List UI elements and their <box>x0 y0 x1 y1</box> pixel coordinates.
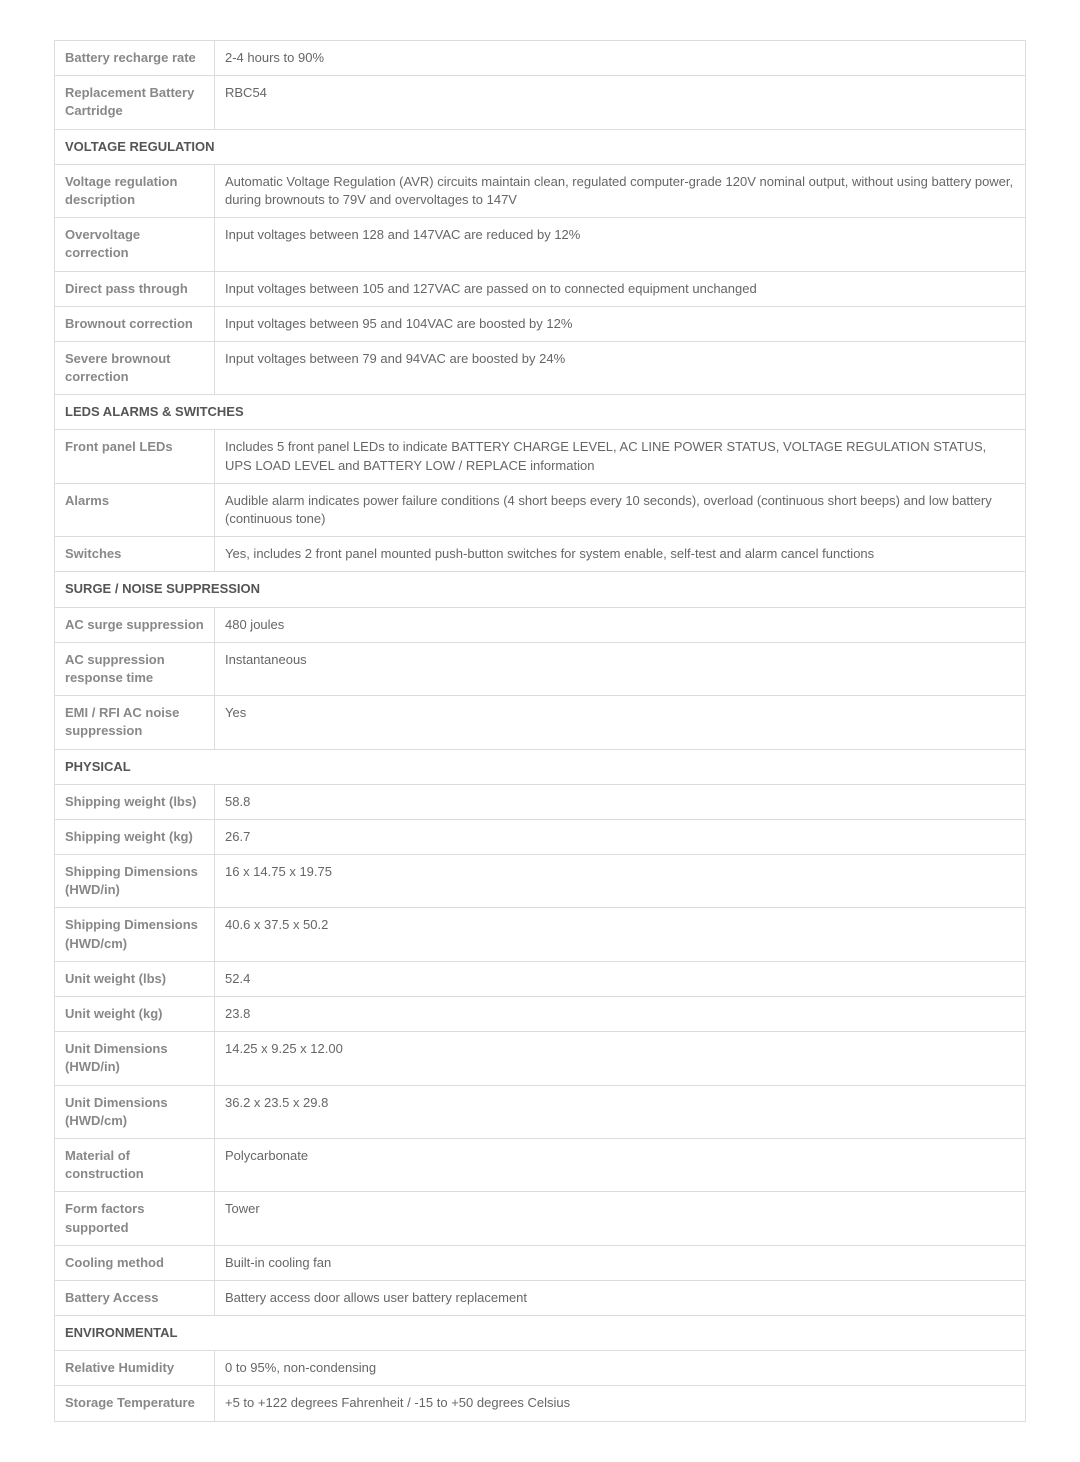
spec-value: 23.8 <box>215 997 1026 1032</box>
spec-label: Unit Dimensions (HWD/cm) <box>55 1085 215 1138</box>
spec-label: Battery recharge rate <box>55 41 215 76</box>
spec-value: Instantaneous <box>215 642 1026 695</box>
table-row: Overvoltage correctionInput voltages bet… <box>55 218 1026 271</box>
spec-label: Unit weight (lbs) <box>55 961 215 996</box>
table-row: Unit weight (kg)23.8 <box>55 997 1026 1032</box>
spec-label: Shipping Dimensions (HWD/cm) <box>55 908 215 961</box>
spec-label: Severe brownout correction <box>55 341 215 394</box>
table-row: Unit Dimensions (HWD/cm)36.2 x 23.5 x 29… <box>55 1085 1026 1138</box>
spec-value: +5 to +122 degrees Fahrenheit / -15 to +… <box>215 1386 1026 1421</box>
section-header: ENVIRONMENTAL <box>55 1316 1026 1351</box>
spec-label: Unit Dimensions (HWD/in) <box>55 1032 215 1085</box>
spec-value: 58.8 <box>215 784 1026 819</box>
spec-label: Direct pass through <box>55 271 215 306</box>
spec-value: 40.6 x 37.5 x 50.2 <box>215 908 1026 961</box>
spec-value: Battery access door allows user battery … <box>215 1280 1026 1315</box>
spec-value: Input voltages between 79 and 94VAC are … <box>215 341 1026 394</box>
table-row: Relative Humidity0 to 95%, non-condensin… <box>55 1351 1026 1386</box>
spec-value: Yes, includes 2 front panel mounted push… <box>215 537 1026 572</box>
section-header: VOLTAGE REGULATION <box>55 129 1026 164</box>
table-row: Unit weight (lbs)52.4 <box>55 961 1026 996</box>
spec-label: Storage Temperature <box>55 1386 215 1421</box>
table-row: Direct pass throughInput voltages betwee… <box>55 271 1026 306</box>
spec-value: Automatic Voltage Regulation (AVR) circu… <box>215 164 1026 217</box>
table-row: Shipping Dimensions (HWD/in)16 x 14.75 x… <box>55 855 1026 908</box>
table-row: SwitchesYes, includes 2 front panel moun… <box>55 537 1026 572</box>
spec-value: Input voltages between 95 and 104VAC are… <box>215 306 1026 341</box>
spec-value: 26.7 <box>215 819 1026 854</box>
table-row: Cooling methodBuilt-in cooling fan <box>55 1245 1026 1280</box>
spec-label: Battery Access <box>55 1280 215 1315</box>
section-header: LEDS ALARMS & SWITCHES <box>55 395 1026 430</box>
spec-label: Relative Humidity <box>55 1351 215 1386</box>
spec-value: 52.4 <box>215 961 1026 996</box>
table-row: Front panel LEDsIncludes 5 front panel L… <box>55 430 1026 483</box>
table-row: Shipping weight (kg)26.7 <box>55 819 1026 854</box>
spec-label: Alarms <box>55 483 215 536</box>
spec-label: Front panel LEDs <box>55 430 215 483</box>
spec-label: Shipping weight (lbs) <box>55 784 215 819</box>
spec-label: EMI / RFI AC noise suppression <box>55 696 215 749</box>
table-row: Voltage regulation descriptionAutomatic … <box>55 164 1026 217</box>
table-row: Material of constructionPolycarbonate <box>55 1138 1026 1191</box>
spec-label: Switches <box>55 537 215 572</box>
spec-label: AC suppression response time <box>55 642 215 695</box>
spec-label: Shipping Dimensions (HWD/in) <box>55 855 215 908</box>
spec-value: Input voltages between 105 and 127VAC ar… <box>215 271 1026 306</box>
table-row: Shipping weight (lbs)58.8 <box>55 784 1026 819</box>
spec-value: Built-in cooling fan <box>215 1245 1026 1280</box>
section-header: SURGE / NOISE SUPPRESSION <box>55 572 1026 607</box>
spec-label: Shipping weight (kg) <box>55 819 215 854</box>
table-row: AC surge suppression480 joules <box>55 607 1026 642</box>
table-row: AC suppression response timeInstantaneou… <box>55 642 1026 695</box>
table-row: Shipping Dimensions (HWD/cm)40.6 x 37.5 … <box>55 908 1026 961</box>
table-row: EMI / RFI AC noise suppressionYes <box>55 696 1026 749</box>
spec-value: 2-4 hours to 90% <box>215 41 1026 76</box>
spec-value: Audible alarm indicates power failure co… <box>215 483 1026 536</box>
spec-label: Overvoltage correction <box>55 218 215 271</box>
spec-table: Battery recharge rate2-4 hours to 90%Rep… <box>54 40 1026 1422</box>
spec-value: 480 joules <box>215 607 1026 642</box>
table-row: Battery AccessBattery access door allows… <box>55 1280 1026 1315</box>
spec-value: Includes 5 front panel LEDs to indicate … <box>215 430 1026 483</box>
spec-value: 14.25 x 9.25 x 12.00 <box>215 1032 1026 1085</box>
spec-value: Input voltages between 128 and 147VAC ar… <box>215 218 1026 271</box>
table-row: Battery recharge rate2-4 hours to 90% <box>55 41 1026 76</box>
section-header: PHYSICAL <box>55 749 1026 784</box>
spec-label: AC surge suppression <box>55 607 215 642</box>
spec-value: Yes <box>215 696 1026 749</box>
spec-label: Cooling method <box>55 1245 215 1280</box>
spec-label: Brownout correction <box>55 306 215 341</box>
spec-value: Polycarbonate <box>215 1138 1026 1191</box>
spec-value: Tower <box>215 1192 1026 1245</box>
table-row: Brownout correctionInput voltages betwee… <box>55 306 1026 341</box>
spec-label: Unit weight (kg) <box>55 997 215 1032</box>
table-row: AlarmsAudible alarm indicates power fail… <box>55 483 1026 536</box>
table-row: Form factors supportedTower <box>55 1192 1026 1245</box>
spec-label: Material of construction <box>55 1138 215 1191</box>
table-row: Unit Dimensions (HWD/in)14.25 x 9.25 x 1… <box>55 1032 1026 1085</box>
spec-value: RBC54 <box>215 76 1026 129</box>
spec-value: 36.2 x 23.5 x 29.8 <box>215 1085 1026 1138</box>
spec-value: 16 x 14.75 x 19.75 <box>215 855 1026 908</box>
spec-label: Form factors supported <box>55 1192 215 1245</box>
table-row: Storage Temperature+5 to +122 degrees Fa… <box>55 1386 1026 1421</box>
spec-value: 0 to 95%, non-condensing <box>215 1351 1026 1386</box>
spec-label: Voltage regulation description <box>55 164 215 217</box>
table-row: Severe brownout correctionInput voltages… <box>55 341 1026 394</box>
table-row: Replacement Battery CartridgeRBC54 <box>55 76 1026 129</box>
spec-label: Replacement Battery Cartridge <box>55 76 215 129</box>
